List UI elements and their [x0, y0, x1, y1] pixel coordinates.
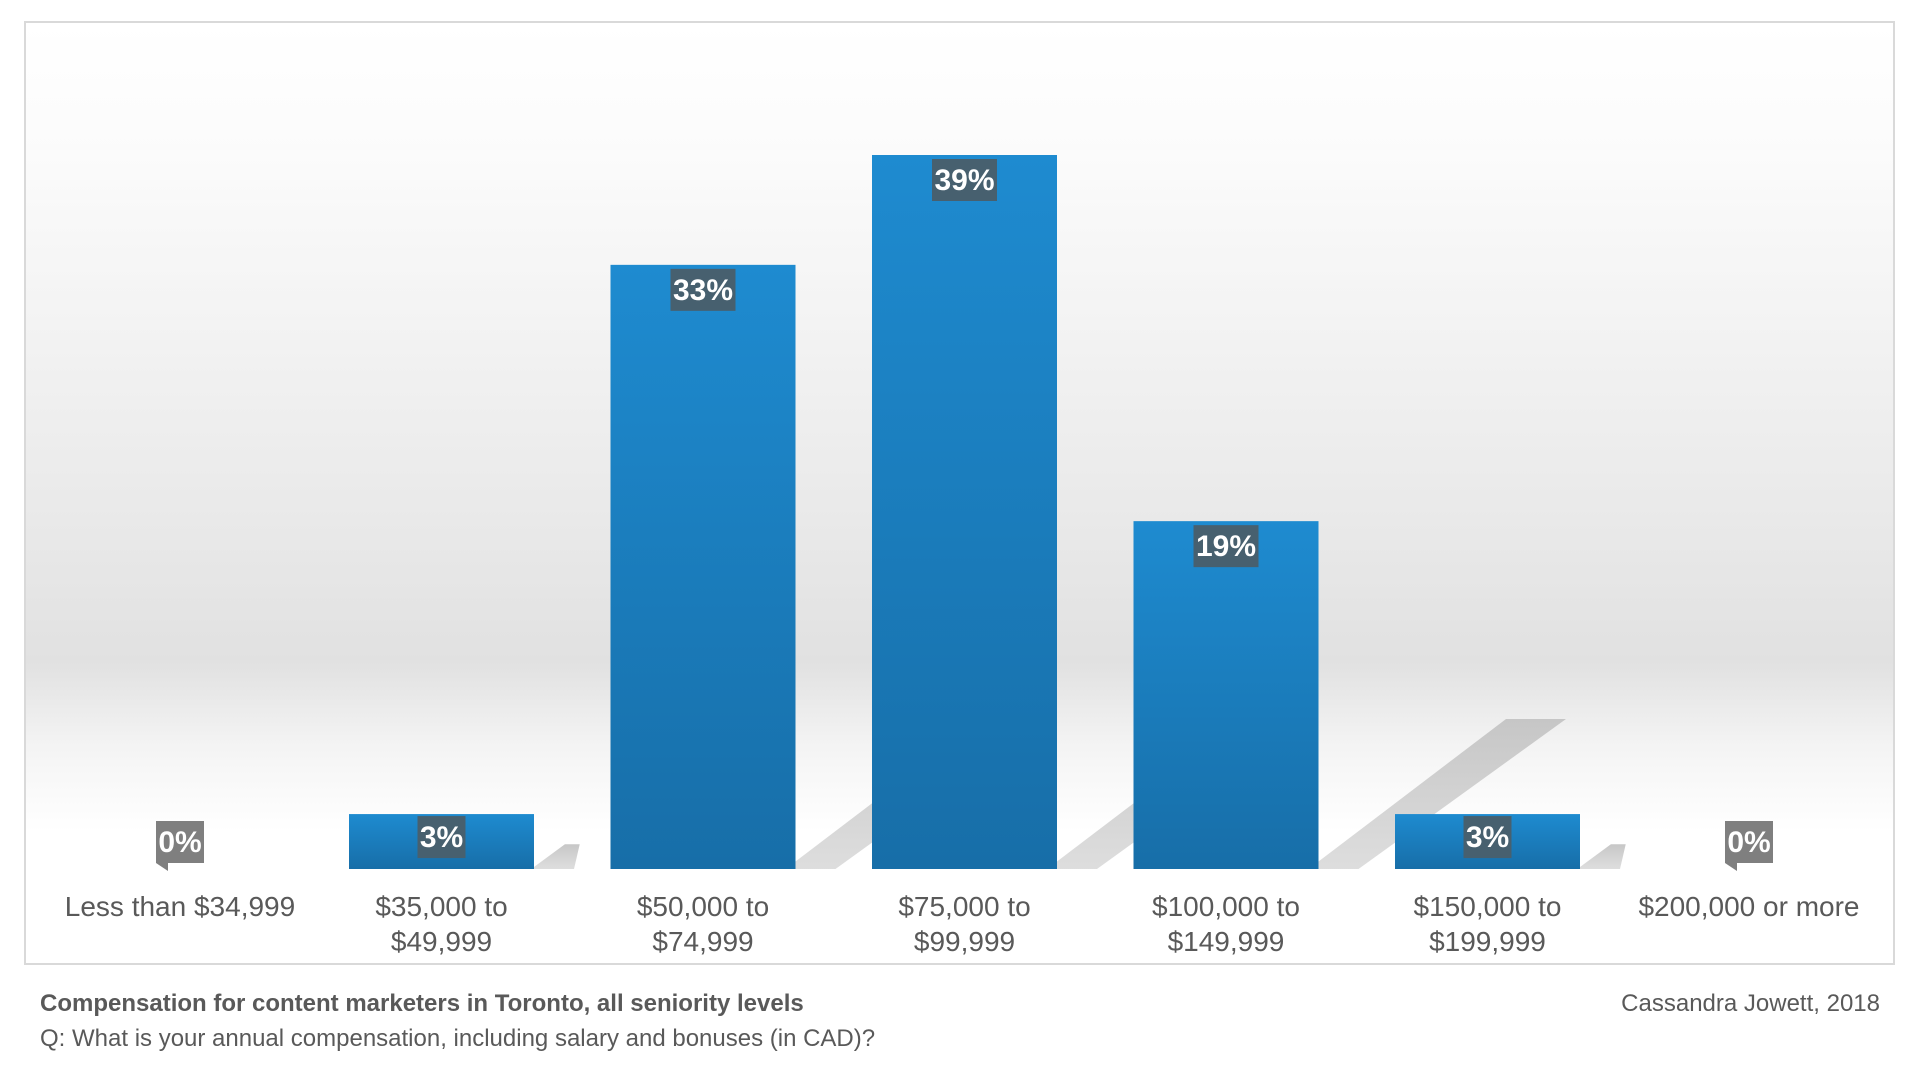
- value-label: 0%: [1727, 826, 1770, 859]
- category-label: $99,999: [914, 926, 1015, 957]
- bar-shadow: [534, 844, 580, 869]
- value-label: 0%: [158, 826, 201, 859]
- value-label: 3%: [420, 821, 463, 854]
- value-label: 39%: [934, 164, 994, 197]
- bar-chart: 0% 3% 33% 39% 19% 3% 0% Less than $34,999 $35,0…: [65, 155, 1860, 957]
- chart-credit: Cassandra Jowett, 2018: [1621, 990, 1880, 1017]
- value-label: 19%: [1196, 530, 1256, 563]
- category-label: $49,999: [391, 926, 492, 957]
- value-label-box: [1725, 821, 1773, 863]
- category-label: $149,999: [1168, 926, 1285, 957]
- category-label: $50,000 to: [637, 891, 769, 922]
- category-label: $150,000 to: [1414, 891, 1562, 922]
- category-label: $35,000 to: [375, 891, 507, 922]
- value-label: 33%: [673, 274, 733, 307]
- bar-shadow: [1580, 844, 1626, 869]
- value-label-box: [417, 816, 466, 859]
- value-label: 3%: [1466, 821, 1509, 854]
- category-label: $200,000 or more: [1638, 891, 1859, 922]
- chart-frame: 0% 3% 33% 39% 19% 3% 0% Less than $34,999 $35,0…: [24, 21, 1895, 965]
- value-label-box: [1463, 816, 1512, 859]
- bar: [610, 264, 796, 869]
- value-label-box: [1193, 525, 1259, 568]
- value-label-pointer: [156, 863, 168, 871]
- value-label-pointer: [1725, 863, 1737, 871]
- value-label-box: [932, 159, 997, 201]
- chart-subtitle: Q: What is your annual compensation, inc…: [40, 1025, 876, 1052]
- bar-shadow: [1318, 719, 1566, 869]
- category-label: $199,999: [1429, 926, 1546, 957]
- value-label-box: [670, 268, 736, 311]
- category-label: $74,999: [652, 926, 753, 957]
- value-label-box: [156, 821, 204, 863]
- category-label: $100,000 to: [1152, 891, 1300, 922]
- category-label: Less than $34,999: [65, 891, 295, 922]
- category-label: $75,000 to: [898, 891, 1030, 922]
- chart-title: Compensation for content marketers in To…: [40, 990, 804, 1017]
- bar: [1133, 521, 1319, 869]
- bar: [872, 155, 1057, 869]
